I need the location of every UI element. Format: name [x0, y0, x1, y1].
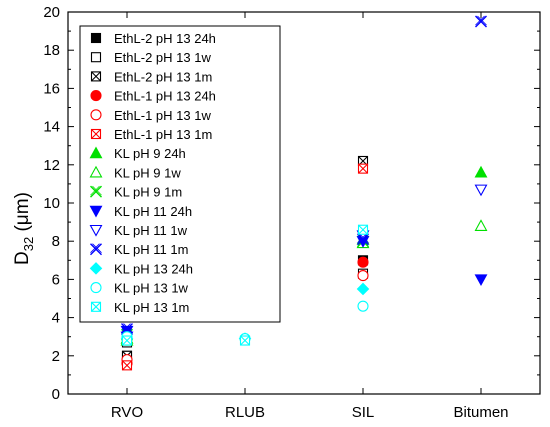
- data-point: [474, 219, 488, 231]
- data-point: [356, 282, 370, 296]
- legend-marker: [89, 205, 103, 218]
- legend-entry-label: KL pH 11 24h: [114, 204, 192, 219]
- legend-marker: [89, 224, 103, 237]
- legend: EthL-2 pH 13 24h EthL-2 pH 13 1w EthL-2 pH…: [79, 25, 281, 323]
- legend-entry-label: EthL-1 pH 13 1m: [114, 127, 212, 142]
- data-point: [357, 233, 369, 246]
- legend-marker: [90, 301, 102, 312]
- legend-entry-label: KL pH 13 24h: [114, 261, 193, 276]
- legend-marker: [90, 109, 102, 121]
- legend-entry-label: KL pH 9 24h: [114, 146, 186, 161]
- y-tick-label: 10: [43, 195, 60, 212]
- legend-entry-label: KL pH 9 1w: [114, 165, 181, 180]
- legend-entry-label: EthL-2 pH 13 1m: [114, 69, 212, 84]
- data-point: [121, 360, 133, 371]
- legend-marker: [90, 90, 102, 102]
- legend-entry-label: EthL-1 pH 13 1w: [114, 108, 211, 123]
- data-point: [357, 224, 369, 235]
- y-axis-title-main: D: [12, 251, 33, 265]
- data-point: [475, 15, 487, 28]
- legend-entry-label: KL pH 9 1m: [114, 185, 182, 200]
- legend-marker: [90, 185, 102, 198]
- y-axis-title-unit: (μm): [12, 192, 33, 231]
- legend-entry-label: KL pH 11 1m: [114, 242, 188, 257]
- legend-marker: [90, 243, 102, 256]
- y-axis-title-subscript: 32: [21, 237, 36, 251]
- y-tick-label: 8: [52, 233, 60, 250]
- x-tick-label: RVO: [111, 404, 143, 421]
- y-tick-label: 14: [43, 119, 60, 136]
- y-axis-title: D32 (μm): [12, 192, 36, 265]
- legend-entry-label: KL pH 11 1w: [114, 223, 188, 238]
- x-tick-label: SIL: [352, 404, 375, 421]
- data-point: [474, 165, 488, 178]
- legend-entry-label: EthL-2 pH 13 1w: [114, 50, 211, 65]
- y-tick-label: 2: [52, 348, 60, 365]
- y-tick-label: 16: [43, 80, 60, 97]
- legend-entry-label: EthL-2 pH 13 24h: [114, 31, 216, 46]
- x-tick-label: Bitumen: [453, 404, 508, 421]
- legend-marker: [90, 52, 102, 63]
- data-point: [357, 256, 369, 268]
- x-axis: RVO RLUB SIL Bitumen: [111, 12, 509, 421]
- legend-marker: [89, 165, 103, 178]
- y-tick-label: 0: [52, 386, 60, 403]
- y-tick-label: 4: [52, 310, 60, 327]
- data-point: [474, 274, 488, 287]
- y-tick-label: 6: [52, 271, 60, 288]
- legend-marker: [90, 32, 102, 44]
- y-tick-label: 12: [43, 157, 60, 174]
- x-tick-label: RLUB: [225, 404, 265, 421]
- legend-marker: [89, 262, 103, 275]
- legend-entry-label: KL pH 13 1m: [114, 300, 189, 315]
- y-tick-label: 20: [43, 4, 60, 21]
- legend-marker: [90, 71, 102, 82]
- data-point: [121, 335, 133, 346]
- svg-text:D32 (μm): D32 (μm): [12, 192, 36, 265]
- legend-marker: [90, 128, 102, 140]
- legend-marker: [90, 282, 102, 294]
- data-point: [474, 184, 488, 197]
- legend-marker: [89, 146, 103, 159]
- legend-entry-label: EthL-1 pH 13 24h: [114, 89, 216, 104]
- data-point: [239, 335, 251, 346]
- data-point: [357, 270, 369, 282]
- data-point: [357, 163, 369, 174]
- y-tick-label: 18: [43, 42, 60, 59]
- legend-entry-label: KL pH 13 1w: [114, 281, 189, 296]
- data-point: [357, 300, 369, 312]
- legend-box: [79, 25, 281, 323]
- y-axis: 0 2 4 6 8 10 12 14 16 18 20: [43, 4, 540, 403]
